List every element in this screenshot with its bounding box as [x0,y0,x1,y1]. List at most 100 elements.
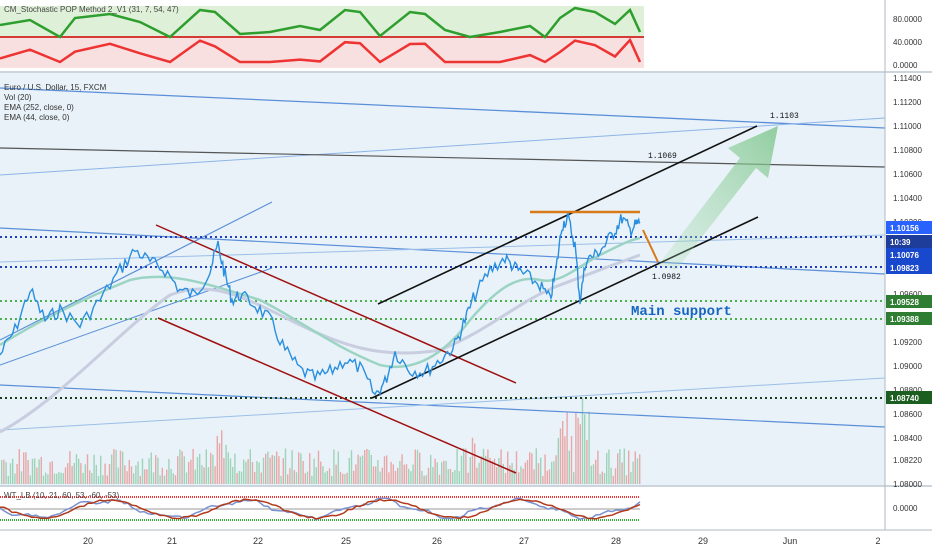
volume-bar [381,467,383,484]
price-tick-label: 1.10400 [893,194,922,203]
volume-bar [254,471,256,484]
volume-bar [163,475,166,484]
volume-bar [353,470,355,484]
volume-bar [269,457,271,484]
volume-bar [225,444,227,484]
volume-bar [293,470,295,484]
volume-bar [392,464,394,484]
volume-bar [42,475,45,484]
volume-bar [78,458,80,484]
volume-bar [315,467,317,484]
volume-bar [636,458,639,484]
volume-bar [1,460,3,484]
volume-bar [383,456,386,484]
volume-bar [474,443,476,484]
volume-bar [267,451,269,484]
volume-bar [320,461,322,484]
volume-bar [434,458,436,484]
volume-bar [289,468,291,484]
volume-bar [210,452,212,484]
volume-bar [421,471,423,484]
stochastic-pane[interactable]: CM_Stochastic POP Method 2_V1 (31, 7, 54… [0,0,885,72]
volume-bar [190,459,192,484]
volume-bar [331,475,333,484]
volume-bar [311,475,313,484]
volume-bar [67,463,69,484]
wavetrend-pane[interactable]: WT_LB (10, 21, 60, 53, -60, -53) [0,487,885,527]
volume-bar [342,473,344,484]
volume-bar [3,459,5,484]
volume-bar [445,460,447,484]
price-line [0,212,641,397]
volume-bar [185,472,188,484]
volume-bar [137,461,139,484]
legend-ema-44[interactable]: EMA (44, close, 0) [4,113,70,122]
volume-bar [452,472,454,484]
volume-bar [436,462,438,484]
price-badge-label: 1.09823 [890,264,919,273]
trendline-blue-mid [0,227,886,275]
volume-bar [573,472,575,484]
volume-bar [588,411,590,484]
stoch-tick-80: 80.0000 [893,15,922,24]
volume-bar [359,456,361,484]
volume-bar [520,466,522,484]
volume-bar [546,470,548,484]
volume-bar [188,461,190,484]
legend-ema-252[interactable]: EMA (252, close, 0) [4,103,74,112]
legend-volume[interactable]: Vol (20) [4,93,32,102]
time-label: 28 [611,536,621,546]
time-axis[interactable]: 20 21 22 25 26 27 28 29 Jun 2 [0,529,932,550]
price-pane[interactable]: 1.1103 1.1069 1.0982 Main support Euro /… [0,73,886,485]
price-scale[interactable]: 80.0000 40.0000 0.0000 1.11400 1.11200 1.1… [884,0,932,530]
volume-bar [628,450,630,484]
annotation-lower: 1.0982 [652,273,681,282]
time-label: 20 [83,536,93,546]
trendline-blue-rising-low [0,377,886,431]
time-label: 22 [253,536,263,546]
price-tick-label: 1.08600 [893,410,922,419]
volume-bar [227,452,229,484]
volume-bar [482,448,485,484]
volume-bar [333,449,335,484]
volume-bar [240,471,243,484]
trendline-blue-rising [0,117,886,176]
volume-bar [551,461,553,484]
volume-bar [416,449,419,484]
volume-bar [570,436,573,484]
volume-bar [196,457,199,484]
legend-symbol[interactable]: Euro / U.S. Dollar, 15, FXCM [4,83,107,92]
volume-bar [364,450,366,484]
volume-bar [496,467,498,484]
volume-bar [5,462,7,484]
volume-bar [489,457,491,484]
volume-bar [111,454,113,484]
volume-bar [75,454,78,484]
volume-bar [302,461,304,484]
price-tick-label: 1.08800 [893,386,922,395]
price-tick-label: 1.09000 [893,362,922,371]
volume-bar [544,454,546,484]
volume-histogram [1,397,641,484]
volume-bar [335,464,337,484]
volume-bar [280,475,282,484]
volume-bar [425,475,427,484]
volume-bar [150,452,152,484]
volume-bar [388,472,390,484]
volume-bar [621,462,623,484]
volume-bar [612,475,614,484]
volume-bar [194,469,196,484]
volume-bar [9,463,12,484]
price-badge [886,261,932,274]
volume-bar [463,448,465,484]
volume-bar [86,454,89,484]
volume-bar [498,458,500,484]
volume-bar [183,456,185,484]
volume-bar [128,460,130,484]
volume-bar [174,475,177,484]
volume-bar [295,472,298,484]
volume-bar [485,455,487,484]
trendline-blue-lower [0,384,886,428]
volume-bar [441,462,443,484]
volume-bar [423,475,425,484]
